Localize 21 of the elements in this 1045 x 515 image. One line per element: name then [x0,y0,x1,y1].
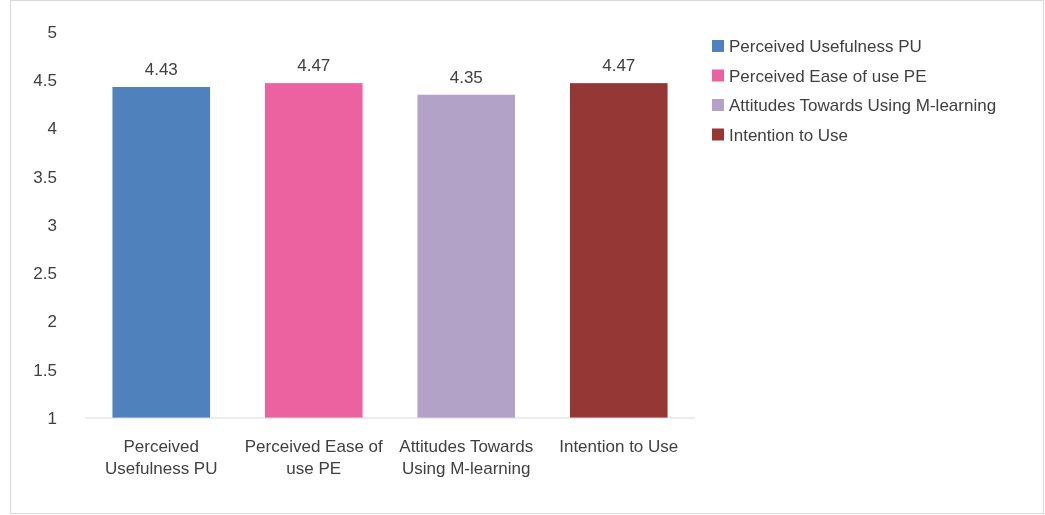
legend-label: Intention to Use [729,125,849,145]
legend-label: Perceived Ease of use PE [729,66,927,86]
data-label: 4.43 [144,60,178,79]
y-tick-label: 3.5 [33,167,57,187]
y-tick-label: 4.5 [33,71,57,91]
y-tick-label: 2 [47,312,57,332]
legend-label: Attitudes Towards Using M-learning [729,96,997,115]
y-tick-label: 4 [47,119,57,139]
x-tick-label: Perceived Ease of use PE [244,437,384,478]
data-label: 4.47 [602,56,636,76]
x-tick-label: Perceived Usefulness PU [105,437,218,478]
data-label: 4.47 [297,56,331,76]
y-tick-label: 1.5 [33,360,57,380]
legend-label: Perceived Usefulness PU [729,37,922,56]
y-tick-label: 3 [47,215,57,235]
y-tick-label: 2.5 [33,264,57,284]
y-tick-label: 5 [47,22,57,42]
data-label: 4.35 [449,67,483,87]
x-tick-label: Intention to Use [559,437,679,456]
x-tick-label: Attitudes Towards Using M-learning [399,437,534,478]
y-tick-label: 1 [47,408,57,428]
